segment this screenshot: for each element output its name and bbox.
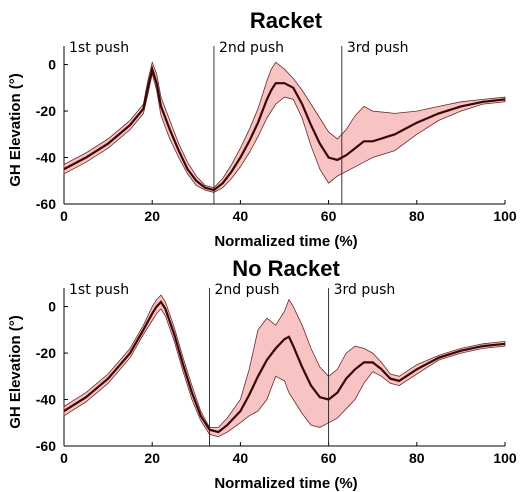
phase-label: 3rd push (347, 40, 409, 56)
y-tick-label: 0 (48, 299, 56, 315)
x-tick-label: 60 (321, 450, 337, 466)
phase-label: 2nd push (215, 282, 280, 298)
y-tick-label: -20 (36, 103, 56, 119)
x-tick-label: 40 (233, 450, 249, 466)
phase-label: 1st push (69, 282, 129, 298)
sd-band (63, 60, 506, 193)
x-tick-label: 20 (144, 450, 160, 466)
y-tick-label: 0 (48, 57, 56, 73)
x-axis-label: Normalized time (%) (214, 233, 357, 250)
y-tick-label: -60 (36, 438, 56, 454)
x-tick-label: 0 (60, 450, 68, 466)
y-tick-label: -40 (36, 392, 56, 408)
x-axis-label: Normalized time (%) (214, 475, 357, 492)
sd-band (63, 294, 506, 438)
x-tick-label: 100 (493, 208, 517, 224)
y-tick-label: -40 (36, 150, 56, 166)
phase-label: 1st push (69, 40, 129, 56)
phase-label: 2nd push (219, 40, 284, 56)
x-tick-label: 40 (233, 208, 249, 224)
x-tick-label: 80 (409, 208, 425, 224)
x-tick-label: 100 (493, 450, 517, 466)
y-axis-label: GH Elevation (°) (7, 73, 24, 187)
x-tick-label: 60 (321, 208, 337, 224)
panel-no-racket: No Racket 0 20 40 60 80 100 0 -20 -40 -60 1st push… (7, 256, 517, 492)
mean-line (63, 65, 506, 192)
plot-area: 0 20 40 60 80 100 0 -20 -40 -60 1st push 2nd push 3r… (36, 282, 517, 466)
plot-area: 0 20 40 60 80 100 0 -20 -40 -60 1st push 2nd push 3r… (36, 40, 517, 224)
x-tick-label: 80 (409, 450, 425, 466)
phase-label: 3rd push (334, 282, 396, 298)
panel-racket: Racket 0 20 40 60 80 100 0 -20 -40 -60 1st push 2nd… (7, 8, 517, 250)
mean-line (63, 300, 506, 434)
x-tick-label: 0 (60, 208, 68, 224)
panel-title: No Racket (232, 256, 340, 281)
y-axis-label: GH Elevation (°) (7, 315, 24, 429)
panel-title: Racket (250, 8, 323, 33)
y-tick-label: -20 (36, 345, 56, 361)
x-tick-label: 20 (144, 208, 160, 224)
y-tick-label: -60 (36, 196, 56, 212)
